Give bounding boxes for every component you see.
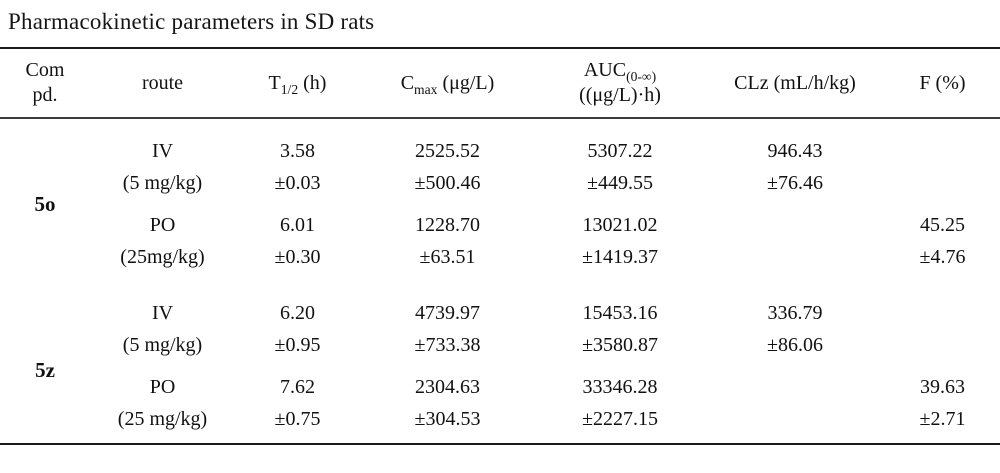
cell-t-half: 6.01 [280,213,315,236]
cell-cmax-sd: ±63.51 [419,245,476,268]
cell-route: PO [149,375,176,398]
col-header-auc: AUC(0-∞) ((μg/L)·h) [535,48,705,118]
cell-auc: 33346.28 [582,375,658,398]
cell-dose: (5 mg/kg) [122,171,203,194]
cell-t-half: 6.20 [280,301,315,324]
table-row: PO 7.62 2304.63 33346.28 39.63 [0,361,1000,403]
cell-clz-sd: ±76.46 [767,171,823,194]
table-row: 5o IV 3.58 2525.52 5307.22 946.43 [0,118,1000,216]
col-header-clz: CLz (mL/h/kg) [734,71,856,94]
col-header-auc-line1: AUC(0-∞) [583,59,657,84]
col-header-t-half: T1/2 (h) [268,71,327,97]
cell-f [885,273,1000,329]
table-row: 5z IV 6.20 4739.97 15453.16 336.79 [0,273,1000,382]
cell-route: PO [149,213,176,236]
cell-dose: (25mg/kg) [120,245,205,268]
cell-cmax: 2304.63 [415,375,480,398]
cell-cmax: 4739.97 [415,301,480,324]
col-header-route: route [141,71,184,94]
cell-clz [705,361,885,403]
cell-f-sd: ±2.71 [919,407,966,430]
cell-t-half-sd: ±0.95 [274,333,321,356]
cell-cmax: 2525.52 [415,139,480,162]
cell-auc: 13021.02 [582,213,658,236]
cell-dose: (25 mg/kg) [117,407,208,430]
cell-t-half-sd: ±0.30 [274,245,321,268]
table-row: (5 mg/kg) ±0.03 ±500.46 ±449.55 ±76.46 [0,167,1000,199]
col-header-auc-line2: ((μg/L)·h) [579,84,661,106]
header-row: Com pd. route T1/2 (h) Cmax (μg/L) AUC(0… [0,48,1000,118]
cell-dose: (5 mg/kg) [122,333,203,356]
cell-auc: 15453.16 [582,301,658,324]
col-header-f: F (%) [919,71,966,94]
cell-auc: 5307.22 [587,139,653,162]
cell-cmax-sd: ±500.46 [414,171,481,194]
compound-group-5o: 5o IV 3.58 2525.52 5307.22 946.43 (5 mg/… [0,118,1000,273]
cell-auc-sd: ±1419.37 [582,245,658,268]
cell-clz: 946.43 [767,139,823,162]
cell-clz [705,199,885,241]
cell-f-sd [885,167,1000,199]
col-header-compound: Com pd. [0,48,90,118]
col-header-compound-line1: Com [25,59,65,81]
cell-clz: 336.79 [767,301,823,324]
cell-clz-sd [705,241,885,273]
col-header-cmax: Cmax (μg/L) [400,71,495,97]
cell-f-sd [885,329,1000,361]
cell-cmax-sd: ±733.38 [414,333,481,356]
cell-route: IV [151,301,174,324]
cell-auc-sd: ±2227.15 [582,407,658,430]
cell-auc-sd: ±3580.87 [582,333,658,356]
page-title: Pharmacokinetic parameters in SD rats [8,9,375,34]
compound-label: 5z [35,357,55,382]
cell-f: 39.63 [920,375,965,398]
cell-t-half-sd: ±0.75 [274,407,321,430]
cell-t-half-sd: ±0.03 [274,171,321,194]
cell-clz-sd [705,403,885,444]
compound-label: 5o [34,191,56,216]
cell-t-half: 7.62 [280,375,315,398]
table-row: (25 mg/kg) ±0.75 ±304.53 ±2227.15 ±2.71 [0,403,1000,444]
cell-f: 45.25 [920,213,965,236]
cell-t-half: 3.58 [280,139,315,162]
cell-route: IV [151,139,174,162]
table-row: PO 6.01 1228.70 13021.02 45.25 [0,199,1000,241]
pharmacokinetics-table: Com pd. route T1/2 (h) Cmax (μg/L) AUC(0… [0,47,1000,445]
cell-f [885,118,1000,167]
table-row: (25mg/kg) ±0.30 ±63.51 ±1419.37 ±4.76 [0,241,1000,273]
cell-cmax: 1228.70 [415,213,480,236]
col-header-compound-line2: pd. [32,84,58,106]
cell-clz-sd: ±86.06 [767,333,823,356]
cell-f-sd: ±4.76 [919,245,966,268]
compound-group-5z: 5z IV 6.20 4739.97 15453.16 336.79 (5 mg… [0,273,1000,444]
table-row: (5 mg/kg) ±0.95 ±733.38 ±3580.87 ±86.06 [0,329,1000,361]
table-header: Com pd. route T1/2 (h) Cmax (μg/L) AUC(0… [0,48,1000,118]
cell-cmax-sd: ±304.53 [414,407,481,430]
cell-auc-sd: ±449.55 [587,171,653,194]
